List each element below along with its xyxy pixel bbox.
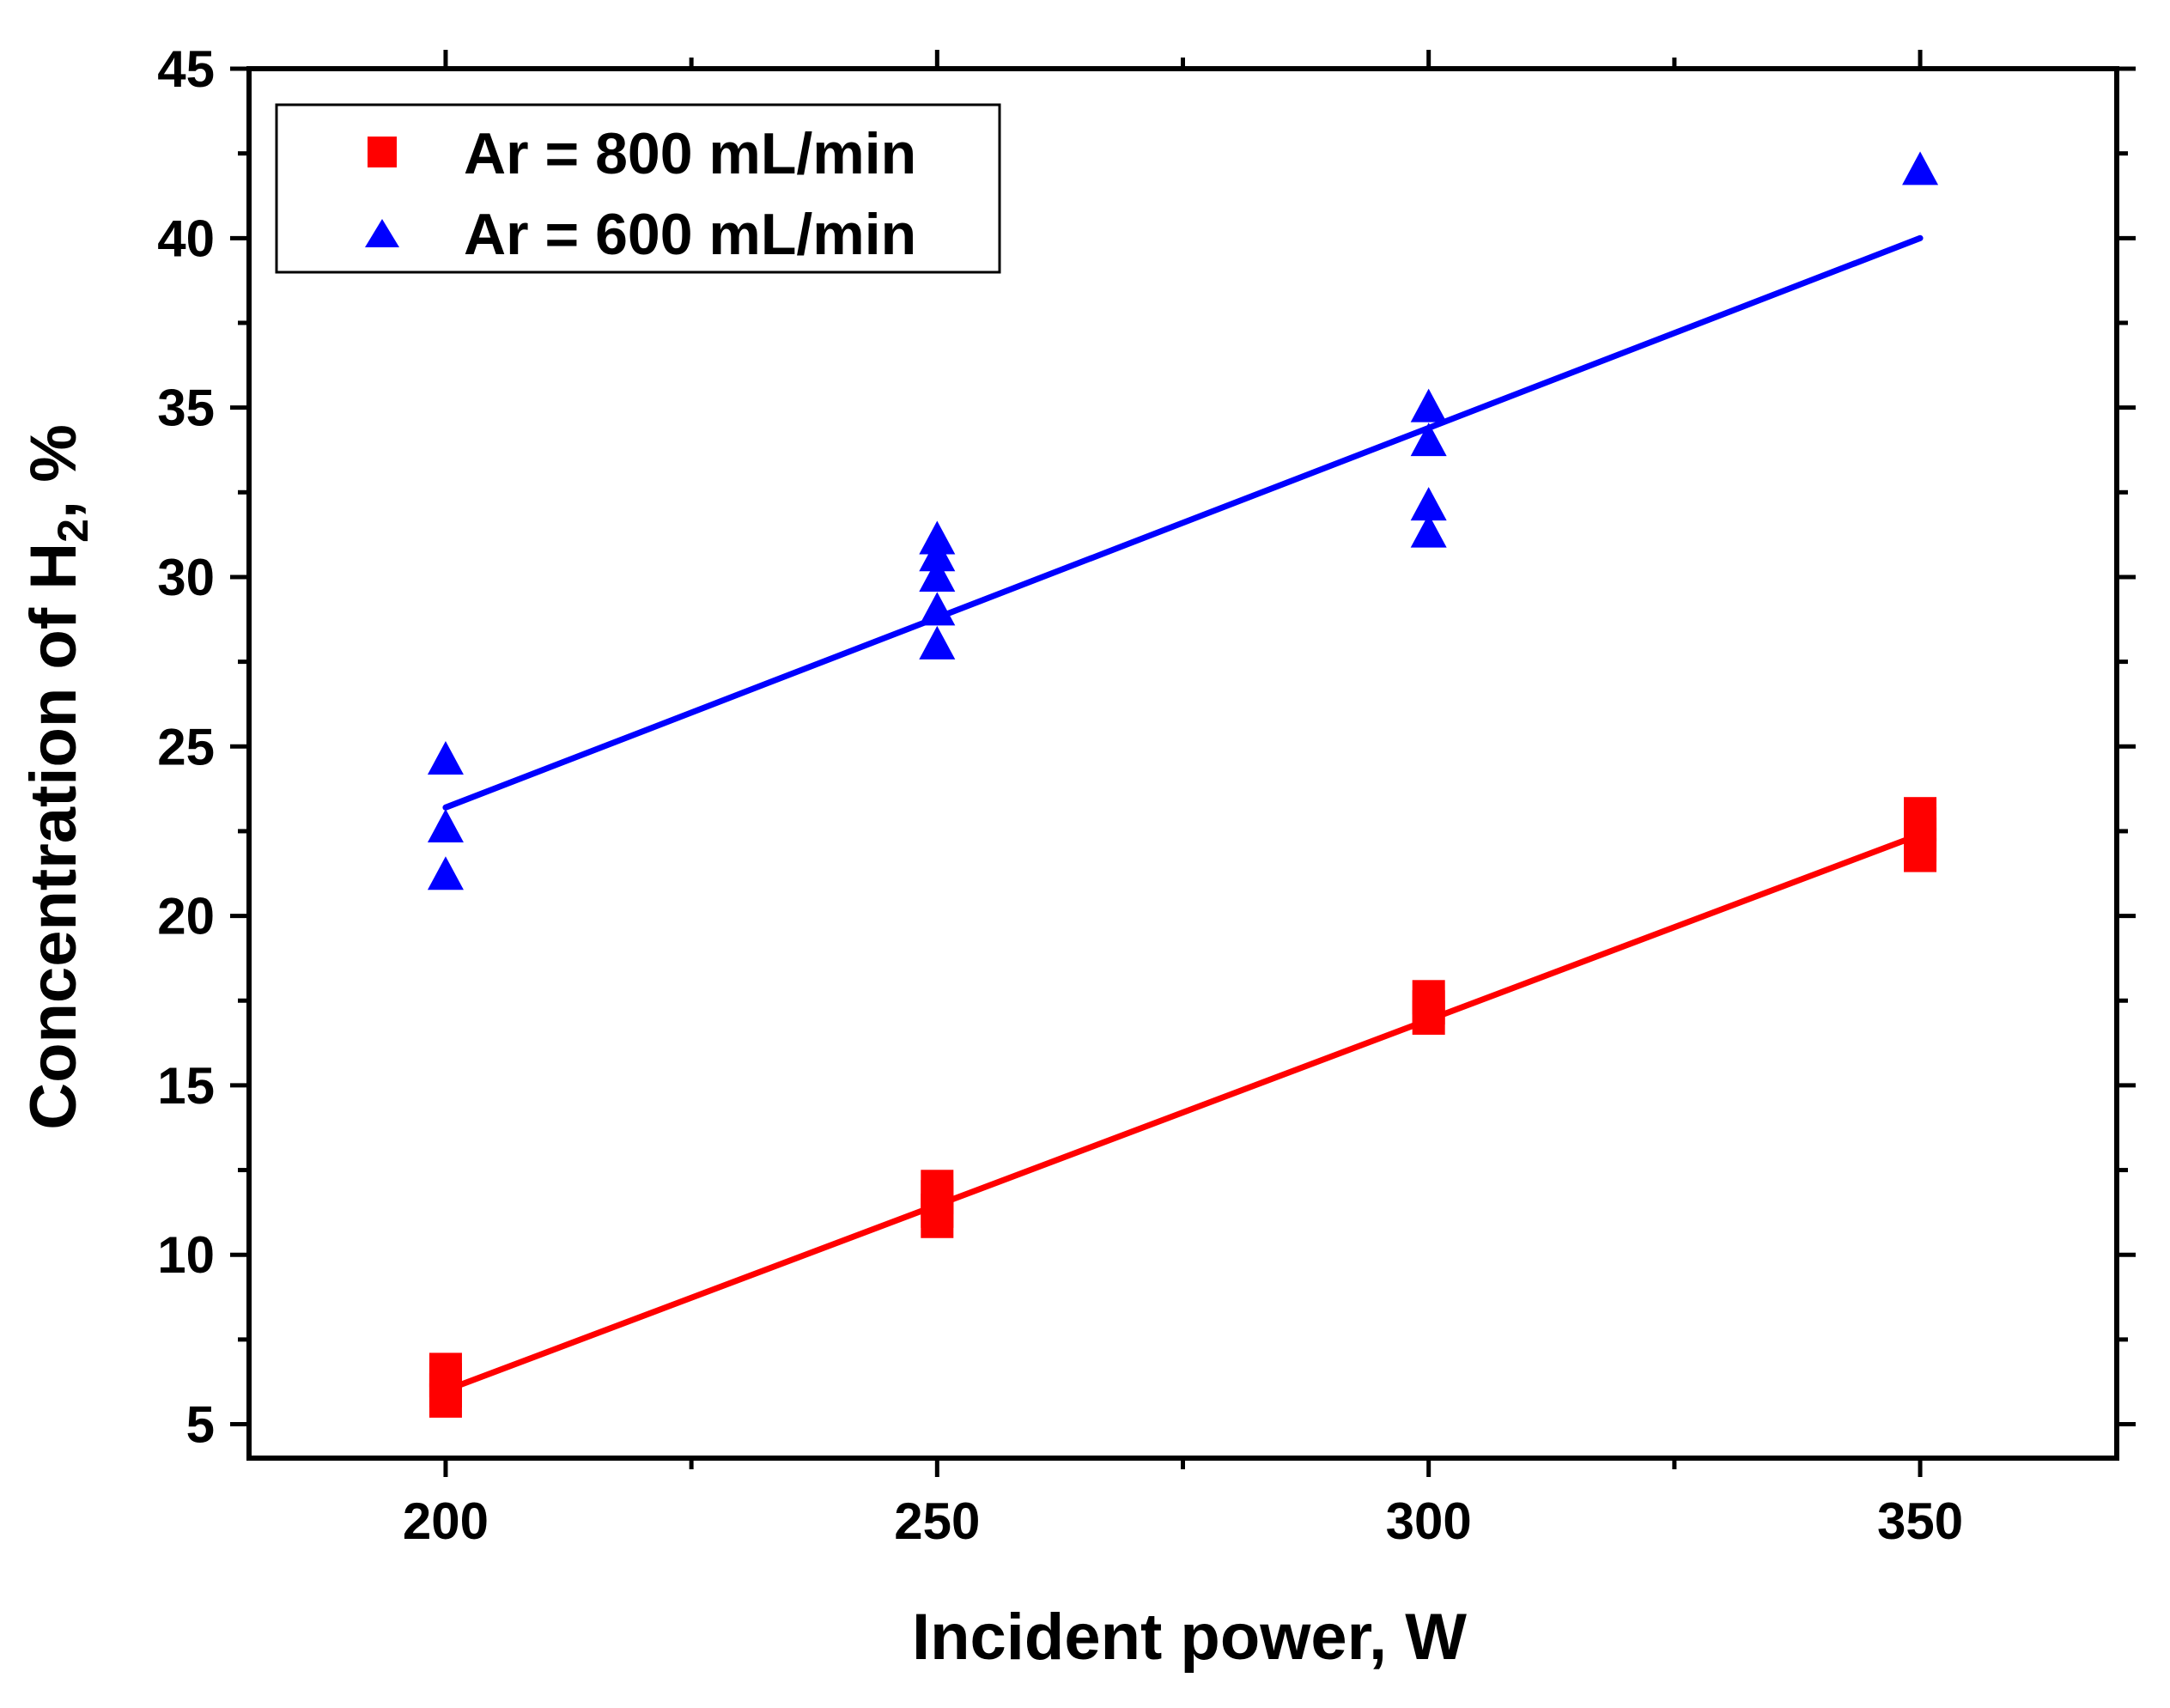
y-tick-label: 25: [157, 718, 215, 775]
y-tick-label: 35: [157, 380, 215, 437]
data-point-square: [429, 1352, 462, 1388]
data-point-square: [1904, 797, 1937, 832]
data-point-triangle: [427, 808, 464, 842]
y-tick-label: 30: [157, 549, 215, 606]
y-tick-label: 5: [186, 1396, 215, 1454]
legend-marker-600: [365, 219, 399, 247]
data-point-triangle: [919, 557, 956, 592]
y-tick-label: 20: [157, 888, 215, 945]
x-tick-label: 350: [1877, 1492, 1963, 1550]
ticks: [230, 50, 2136, 1477]
legend: Ar = 800 mL/min Ar = 600 mL/min: [275, 103, 1001, 274]
data-point-triangle: [427, 741, 464, 775]
data-point-triangle: [919, 592, 956, 626]
legend-marker-800: [368, 137, 397, 167]
fit-line-series-1: [442, 234, 1924, 811]
x-tick-label: 250: [894, 1492, 980, 1550]
plot-area: [246, 66, 2119, 1461]
y-tick-label: 10: [157, 1226, 215, 1284]
data-point-triangle: [919, 520, 956, 555]
y-axis-title: Concentration of H2, %: [17, 424, 97, 1130]
tick-labels: 200 250 300 350 5 10 15 20 25 30 35 40 45: [157, 40, 1963, 1550]
y-tick-label: 45: [157, 40, 215, 98]
legend-label-800: Ar = 800 mL/min: [464, 121, 916, 186]
data-point-triangle: [1410, 422, 1447, 457]
legend-label-600: Ar = 600 mL/min: [464, 202, 916, 267]
data-point-triangle: [1410, 514, 1447, 548]
data-point-square: [921, 1170, 954, 1205]
data-point-square: [1412, 980, 1445, 1015]
y-tick-label: 15: [157, 1057, 215, 1115]
y-axis-title-prefix: Concentration of H: [17, 543, 90, 1130]
y-tick-label: 40: [157, 210, 215, 267]
fit-line-series-0: [442, 831, 1924, 1394]
plot-frame: [246, 66, 2119, 1461]
data-point-triangle: [427, 856, 464, 890]
fit-lines: [442, 234, 1924, 1394]
data-point-triangle: [919, 538, 956, 572]
data-point-triangle: [919, 625, 956, 659]
y-axis-title-subscript: 2: [49, 519, 97, 543]
markers: [427, 151, 1939, 1418]
y-axis-title-suffix: , %: [17, 424, 90, 519]
data-point-triangle: [1902, 151, 1939, 185]
data-point-triangle: [1410, 487, 1447, 521]
x-tick-label: 200: [403, 1492, 489, 1550]
x-tick-label: 300: [1386, 1492, 1472, 1550]
data-point-triangle: [1410, 388, 1447, 422]
x-axis-title: Incident power, W: [912, 1601, 1467, 1674]
